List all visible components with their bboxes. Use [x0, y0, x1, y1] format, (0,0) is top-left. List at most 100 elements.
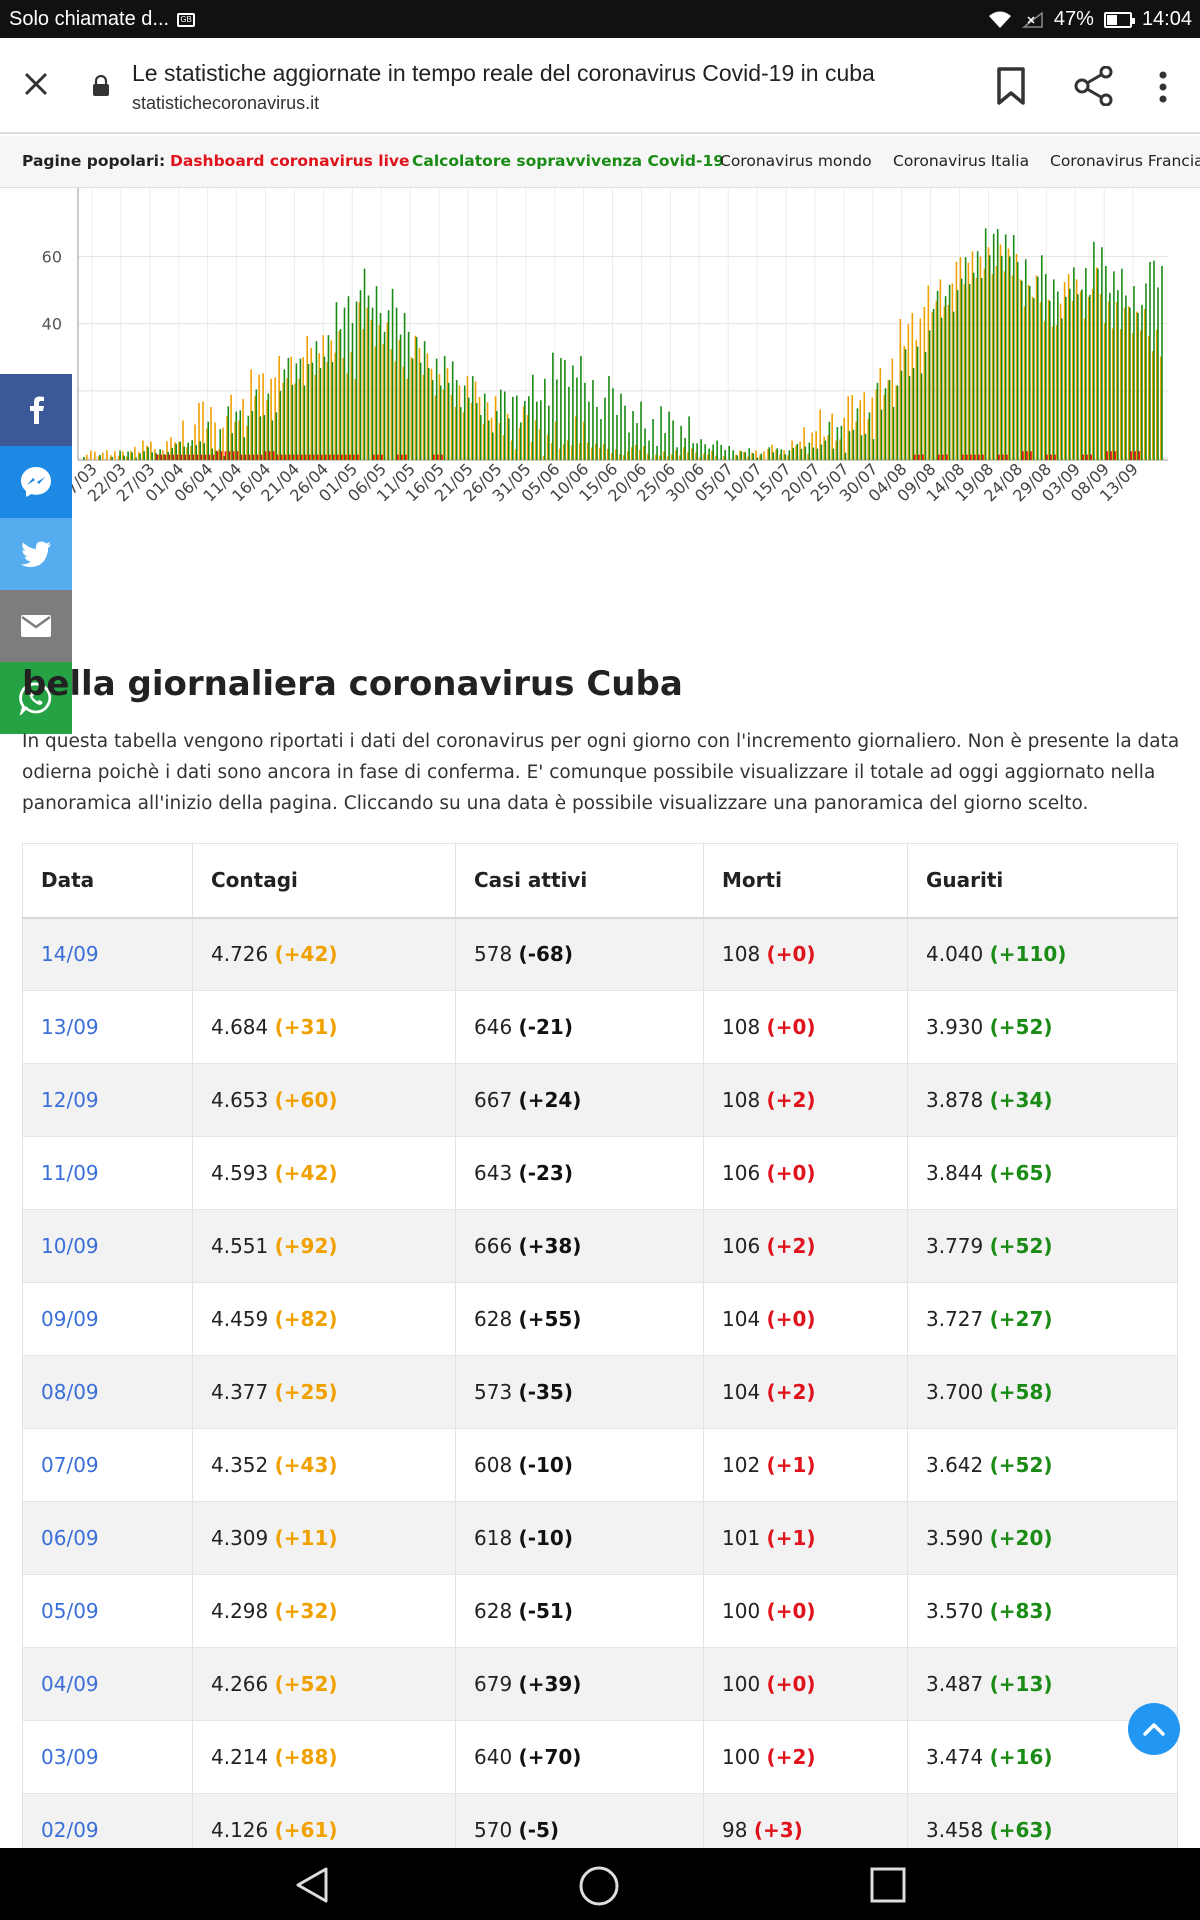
morti-cell: 100 (+0) — [703, 1647, 908, 1721]
date-link[interactable]: 09/09 — [22, 1282, 193, 1356]
chart-bar — [663, 451, 665, 460]
guariti-cell-value: 3.779 — [926, 1234, 984, 1258]
date-link[interactable]: 10/09 — [22, 1209, 193, 1283]
recents-icon[interactable] — [870, 1866, 906, 1904]
chart-bar — [699, 457, 701, 460]
chart-bar — [1145, 283, 1147, 460]
popular-link-francia[interactable]: Coronavirus Francia — [1050, 152, 1200, 170]
popular-link-mondo[interactable]: Coronavirus mondo — [720, 152, 872, 170]
contagi-cell-value: 4.126 — [211, 1818, 269, 1842]
chart-bar — [274, 377, 276, 460]
popular-link-dashboard[interactable]: Dashboard coronavirus live — [170, 152, 410, 170]
chart-bar — [582, 421, 585, 460]
page-url[interactable]: statistichecoronavirus.it — [132, 93, 320, 113]
date-link[interactable]: 12/09 — [22, 1063, 193, 1137]
chart-bar — [434, 395, 437, 460]
chart-bar — [616, 415, 618, 460]
chart-bar — [263, 415, 266, 460]
table-row[interactable]: 14/09 4.726 (+42) 578 (-68) 108 (+0) 4.040 (… — [22, 917, 1178, 991]
chart-bar — [427, 368, 430, 460]
table-row[interactable]: 07/09 4.352 (+43) 608 (-10) 102 (+1) 3.642 (… — [22, 1428, 1178, 1502]
chart-bar — [486, 402, 489, 460]
table-row[interactable]: 05/09 4.298 (+32) 628 (-51) 100 (+0) 3.570 (… — [22, 1574, 1178, 1648]
chart-bar — [350, 351, 353, 460]
messenger-icon — [21, 467, 51, 497]
popular-link-calcolatore[interactable]: Calcolatore sopravvivenza Covid-19 — [412, 152, 725, 170]
chart-bar — [291, 384, 294, 460]
table-row[interactable]: 08/09 4.377 (+25) 573 (-35) 104 (+2) 3.700 (… — [22, 1355, 1178, 1429]
chart-bar — [1089, 294, 1091, 460]
guariti-cell-value: 3.487 — [926, 1672, 984, 1696]
date-link[interactable]: 13/09 — [22, 990, 193, 1064]
table-row[interactable]: 04/09 4.266 (+52) 679 (+39) 100 (+0) 3.487 (… — [22, 1647, 1178, 1721]
table-row[interactable]: 13/09 4.684 (+31) 646 (-21) 108 (+0) 3.930 (… — [22, 990, 1178, 1064]
chart-bar — [679, 455, 681, 460]
chart-bar — [704, 444, 706, 460]
bookmark-icon[interactable] — [996, 66, 1026, 106]
table-row[interactable]: 09/09 4.459 (+82) 628 (+55) 104 (+0) 3.727 (… — [22, 1282, 1178, 1356]
date-link[interactable]: 05/09 — [22, 1574, 193, 1648]
chart-bar — [552, 352, 554, 460]
chart-bar — [584, 382, 586, 460]
chart-bar — [215, 450, 218, 460]
chart-bar — [556, 379, 558, 460]
messenger-share-button[interactable] — [0, 446, 72, 518]
chart-bar — [182, 420, 184, 460]
contagi-cell-delta: (+31) — [274, 1015, 338, 1039]
chart-bar — [715, 455, 717, 460]
close-icon[interactable] — [22, 70, 50, 98]
facebook-share-button[interactable] — [0, 374, 72, 446]
table-row[interactable]: 11/09 4.593 (+42) 643 (-23) 106 (+0) 3.844 (… — [22, 1136, 1178, 1210]
back-icon[interactable] — [294, 1866, 330, 1904]
table-row[interactable]: 12/09 4.653 (+60) 667 (+24) 108 (+2) 3.878 (… — [22, 1063, 1178, 1137]
chart-bar — [282, 382, 284, 460]
chart-bar — [995, 265, 998, 460]
date-link[interactable]: 04/09 — [22, 1647, 193, 1721]
email-share-button[interactable] — [0, 590, 72, 662]
date-link[interactable]: 07/09 — [22, 1428, 193, 1502]
chart-bar — [1007, 248, 1010, 460]
chart-bar — [224, 451, 227, 460]
twitter-share-button[interactable] — [0, 518, 72, 590]
chart-bar — [483, 393, 486, 460]
chart-bar — [354, 378, 357, 460]
table-row[interactable]: 10/09 4.551 (+92) 666 (+38) 106 (+2) 3.779 (… — [22, 1209, 1178, 1283]
chart-bar — [880, 409, 883, 460]
page-title[interactable]: Le statistiche aggiornate in tempo reale… — [132, 60, 875, 86]
morti-cell-delta: (+2) — [766, 1234, 816, 1258]
scroll-to-top-button[interactable] — [1128, 1703, 1180, 1755]
date-link[interactable]: 06/09 — [22, 1501, 193, 1575]
chart-bar — [283, 369, 286, 460]
chart-bar — [735, 454, 737, 460]
chart-bar — [258, 374, 260, 460]
chart-bar — [435, 358, 438, 460]
chart-svg: 406017/0322/0327/0301/0406/0411/0416/042… — [42, 188, 1168, 505]
home-icon[interactable] — [578, 1866, 620, 1906]
chart-bar — [692, 443, 694, 460]
morti-cell-value: 106 — [722, 1234, 761, 1258]
share-icon[interactable] — [1074, 66, 1114, 106]
chart-bar — [924, 351, 927, 460]
whatsapp-share-button[interactable] — [0, 662, 72, 734]
date-link[interactable]: 03/09 — [22, 1720, 193, 1794]
chart-bar — [280, 454, 283, 460]
more-options-icon[interactable] — [1158, 70, 1168, 104]
chart-bar — [999, 244, 1002, 460]
morti-cell-value: 102 — [722, 1453, 761, 1477]
guariti-cell: 3.590 (+20) — [907, 1501, 1178, 1575]
chart-bar — [913, 454, 916, 460]
chart-bar — [314, 374, 317, 460]
guariti-cell-delta: (+13) — [989, 1672, 1053, 1696]
date-link[interactable]: 08/09 — [22, 1355, 193, 1429]
chart-bar — [462, 412, 465, 460]
table-row[interactable]: 06/09 4.309 (+11) 618 (-10) 101 (+1) 3.590 (… — [22, 1501, 1178, 1575]
popular-link-italia[interactable]: Coronavirus Italia — [893, 152, 1030, 170]
chart-bar — [835, 440, 837, 460]
chart-bar — [1026, 451, 1028, 460]
date-link[interactable]: 11/09 — [22, 1136, 193, 1210]
table-row[interactable]: 03/09 4.214 (+88) 640 (+70) 100 (+2) 3.474 (… — [22, 1720, 1178, 1794]
chart-bar — [951, 283, 954, 460]
date-link[interactable]: 14/09 — [22, 917, 193, 991]
chart-bar — [123, 455, 125, 460]
chart-bar — [1004, 234, 1007, 460]
